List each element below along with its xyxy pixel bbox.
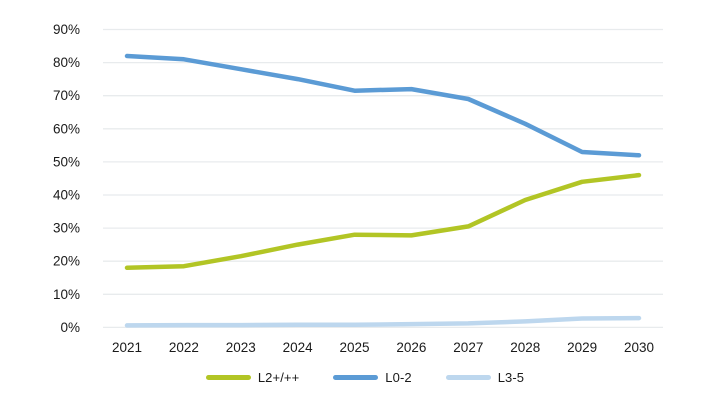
y-tick-label: 60% [53,121,80,136]
x-tick-label: 2028 [510,340,540,355]
y-tick-label: 40% [53,188,80,203]
legend-item-l2: L2+/++ [205,370,300,385]
y-tick-label: 0% [60,320,80,335]
y-tick-label: 90% [53,22,80,37]
x-tick-label: 2030 [624,340,654,355]
y-tick-label: 30% [53,221,80,236]
legend-item-l0: L0-2 [333,370,412,385]
series-line-l2- [124,172,642,271]
y-tick-label: 70% [53,88,80,103]
legend-label-l3: L3-5 [497,370,525,385]
x-tick-label: 2029 [567,340,597,355]
x-tick-label: 2025 [340,340,370,355]
y-tick-label: 10% [53,287,80,302]
x-tick-label: 2024 [283,340,314,355]
y-tick-label: 50% [53,154,80,169]
series-line-l0-2 [124,53,642,158]
legend-swatch-l0 [333,375,379,380]
x-tick-label: 2022 [169,340,199,355]
y-tick-label: 80% [53,55,80,70]
legend-label-l0: L0-2 [385,370,412,385]
x-tick-label: 2026 [396,340,426,355]
chart-legend: L2+/++ L0-2 L3-5 [0,370,720,385]
legend-item-l3: L3-5 [445,370,525,385]
x-tick-label: 2027 [453,340,483,355]
y-tick-label: 20% [53,254,80,269]
series-line-l3-5 [124,315,642,328]
x-tick-label: 2021 [112,340,142,355]
legend-swatch-l2 [205,375,251,380]
legend-label-l2: L2+/++ [257,370,300,385]
x-tick-label: 2023 [226,340,256,355]
legend-swatch-l3 [445,375,491,380]
